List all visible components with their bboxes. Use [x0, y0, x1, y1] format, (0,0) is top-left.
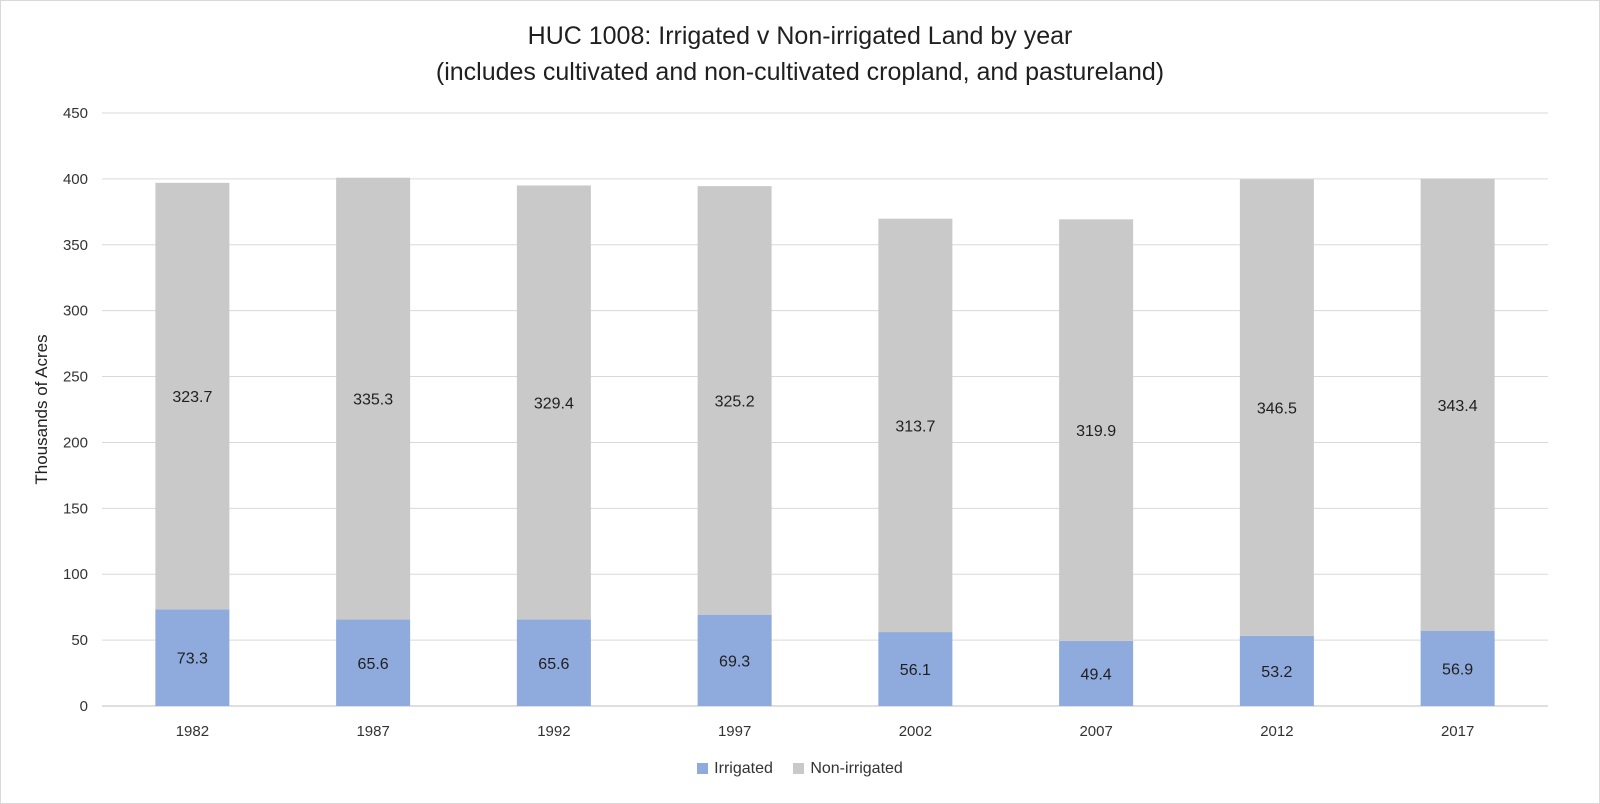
y-tick-label-150: 150 — [63, 500, 88, 517]
y-tick-label-350: 350 — [63, 237, 88, 254]
chart-subtitle: (includes cultivated and non-cultivated … — [435, 58, 1165, 86]
bar-non-irrigated-1992 — [516, 185, 591, 620]
legend-swatch-irrigated — [697, 763, 709, 774]
data-label-irrigated-2017: 56.9 — [1442, 662, 1473, 679]
bar-non-irrigated-1982 — [155, 182, 230, 610]
data-label-non-irrigated-1987: 335.3 — [353, 392, 393, 409]
legend-label-non-irrigated: Non-irrigated — [810, 760, 903, 777]
y-tick-label-250: 250 — [63, 369, 88, 386]
data-labels: 73.3 323.7 65.6 335.3 65.6 329.4 69.3 325.2 56.1… — [172, 389, 1477, 683]
x-tick-label-1997: 1997 — [718, 723, 751, 740]
y-tick-label-50: 50 — [71, 632, 88, 649]
bar-irrigated-1982 — [155, 609, 230, 706]
x-tick-label-1987: 1987 — [356, 723, 389, 740]
bar-irrigated-2017 — [1420, 631, 1495, 706]
axes: 0 50 100 150 200 250 300 350 400 450 Thousands of … — [32, 105, 1474, 740]
bar-irrigated-2007 — [1059, 640, 1134, 706]
y-tick-label-400: 400 — [63, 171, 88, 188]
x-tick-label-2012: 2012 — [1260, 723, 1293, 740]
data-label-non-irrigated-1992: 329.4 — [534, 396, 574, 413]
y-tick-label-450: 450 — [63, 105, 88, 122]
legend-swatch-non-irrigated — [793, 763, 805, 774]
data-label-irrigated-1992: 65.6 — [538, 656, 569, 673]
bar-irrigated-1987 — [336, 619, 411, 706]
bar-non-irrigated-2002 — [878, 218, 953, 633]
legend-item-irrigated: Irrigated — [697, 760, 773, 778]
data-label-non-irrigated-2012: 346.5 — [1257, 401, 1297, 418]
x-tick-label-1992: 1992 — [537, 723, 570, 740]
data-label-irrigated-1987: 65.6 — [358, 656, 389, 673]
bar-non-irrigated-2007 — [1059, 219, 1134, 641]
bar-non-irrigated-1987 — [336, 177, 411, 620]
x-tick-label-1982: 1982 — [176, 723, 209, 740]
bar-non-irrigated-2017 — [1420, 178, 1495, 632]
legend-item-non-irrigated: Non-irrigated — [793, 760, 903, 778]
data-label-non-irrigated-2007: 319.9 — [1076, 423, 1116, 440]
y-tick-label-100: 100 — [63, 566, 88, 583]
chart-title-block: HUC 1008: Irrigated v Non-irrigated Land… — [0, 18, 1600, 90]
data-label-non-irrigated-2002: 313.7 — [895, 418, 935, 435]
y-tick-label-0: 0 — [80, 698, 88, 715]
data-label-non-irrigated-2017: 343.4 — [1438, 398, 1478, 415]
gridlines — [102, 112, 1548, 707]
x-tick-label-2017: 2017 — [1441, 723, 1474, 740]
x-tick-label-2007: 2007 — [1079, 723, 1112, 740]
y-axis-title: Thousands of Acres — [32, 334, 51, 484]
bar-irrigated-1997 — [697, 614, 772, 706]
data-label-irrigated-1997: 69.3 — [719, 653, 750, 670]
data-label-irrigated-2012: 53.2 — [1261, 664, 1292, 681]
data-label-irrigated-1982: 73.3 — [177, 651, 208, 668]
bar-non-irrigated-2012 — [1239, 179, 1314, 636]
legend-label-irrigated: Irrigated — [714, 760, 773, 777]
bar-irrigated-1992 — [516, 619, 591, 706]
y-tick-label-300: 300 — [63, 303, 88, 320]
bar-irrigated-2012 — [1239, 635, 1314, 706]
bar-irrigated-2002 — [878, 632, 953, 706]
bar-non-irrigated-1997 — [697, 186, 772, 615]
legend: Irrigated Non-irrigated — [0, 760, 1600, 778]
data-label-non-irrigated-1997: 325.2 — [715, 393, 755, 410]
x-tick-label-2002: 2002 — [899, 723, 932, 740]
data-label-irrigated-2002: 56.1 — [900, 662, 931, 679]
data-label-non-irrigated-1982: 323.7 — [172, 389, 212, 406]
data-label-irrigated-2007: 49.4 — [1081, 666, 1112, 683]
bars — [155, 177, 1495, 706]
chart-title: HUC 1008: Irrigated v Non-irrigated Land… — [527, 22, 1073, 50]
y-tick-label-200: 200 — [63, 434, 88, 451]
